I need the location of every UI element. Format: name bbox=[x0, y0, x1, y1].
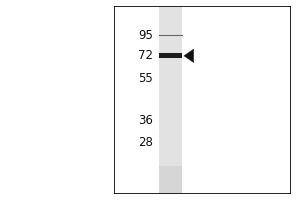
Polygon shape bbox=[184, 49, 194, 63]
Text: 36: 36 bbox=[138, 114, 153, 127]
Text: 72: 72 bbox=[138, 49, 153, 62]
Text: 55: 55 bbox=[138, 72, 153, 85]
Text: 95: 95 bbox=[138, 29, 153, 42]
Bar bbox=[159, 6, 182, 194]
Text: 28: 28 bbox=[138, 136, 153, 149]
Bar bbox=[159, 166, 182, 194]
Bar bbox=[159, 53, 182, 58]
